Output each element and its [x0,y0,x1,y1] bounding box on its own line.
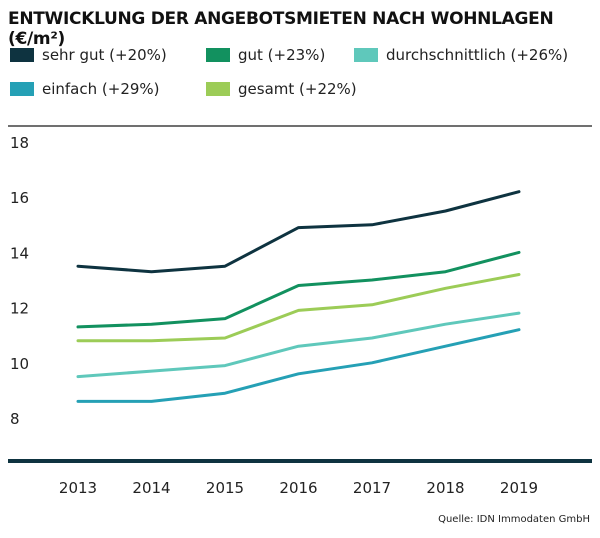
legend-label-gesamt: gesamt (+22%) [238,80,357,98]
series-line-sehr-gut [76,190,521,274]
y-tick-label-8: 8 [10,410,20,428]
legend-swatch-gesamt [206,82,230,96]
legend-item-gut: gut (+23%) [206,44,325,66]
x-tick-label-2019: 2019 [500,479,538,497]
x-tick-label-2014: 2014 [132,479,170,497]
series-line-gut [76,250,521,329]
legend-swatch-gut [206,48,230,62]
x-tick-label-2018: 2018 [426,479,464,497]
legend-item-durchschnittlich: durchschnittlich (+26%) [354,44,568,66]
x-tick-label-2013: 2013 [59,479,97,497]
x-tick-label-2016: 2016 [279,479,317,497]
source-note: Quelle: IDN Immodaten GmbH [438,514,590,525]
x-tick-label-2015: 2015 [206,479,244,497]
y-tick-label-18: 18 [10,134,29,152]
legend-label-sehr-gut: sehr gut (+20%) [42,46,167,64]
y-tick-label-14: 14 [10,244,29,262]
legend-label-durchschnittlich: durchschnittlich (+26%) [386,46,569,64]
legend-label-einfach: einfach (+29%) [42,80,160,98]
legend-swatch-einfach [10,82,34,96]
legend-item-einfach: einfach (+29%) [10,78,160,100]
legend-item-sehr-gut: sehr gut (+20%) [10,44,167,66]
legend-swatch-sehr-gut [10,48,34,62]
x-tick-label-2017: 2017 [353,479,391,497]
y-tick-label-16: 16 [10,189,29,207]
chart-title: ENTWICKLUNG DER ANGEBOTSMIETEN NACH WOHN… [8,9,554,49]
legend-label-gut: gut (+23%) [238,46,326,64]
y-tick-label-12: 12 [10,300,29,318]
legend-swatch-durchschnittlich [354,48,378,62]
legend-item-gesamt: gesamt (+22%) [206,78,357,100]
y-tick-label-10: 10 [10,355,29,373]
